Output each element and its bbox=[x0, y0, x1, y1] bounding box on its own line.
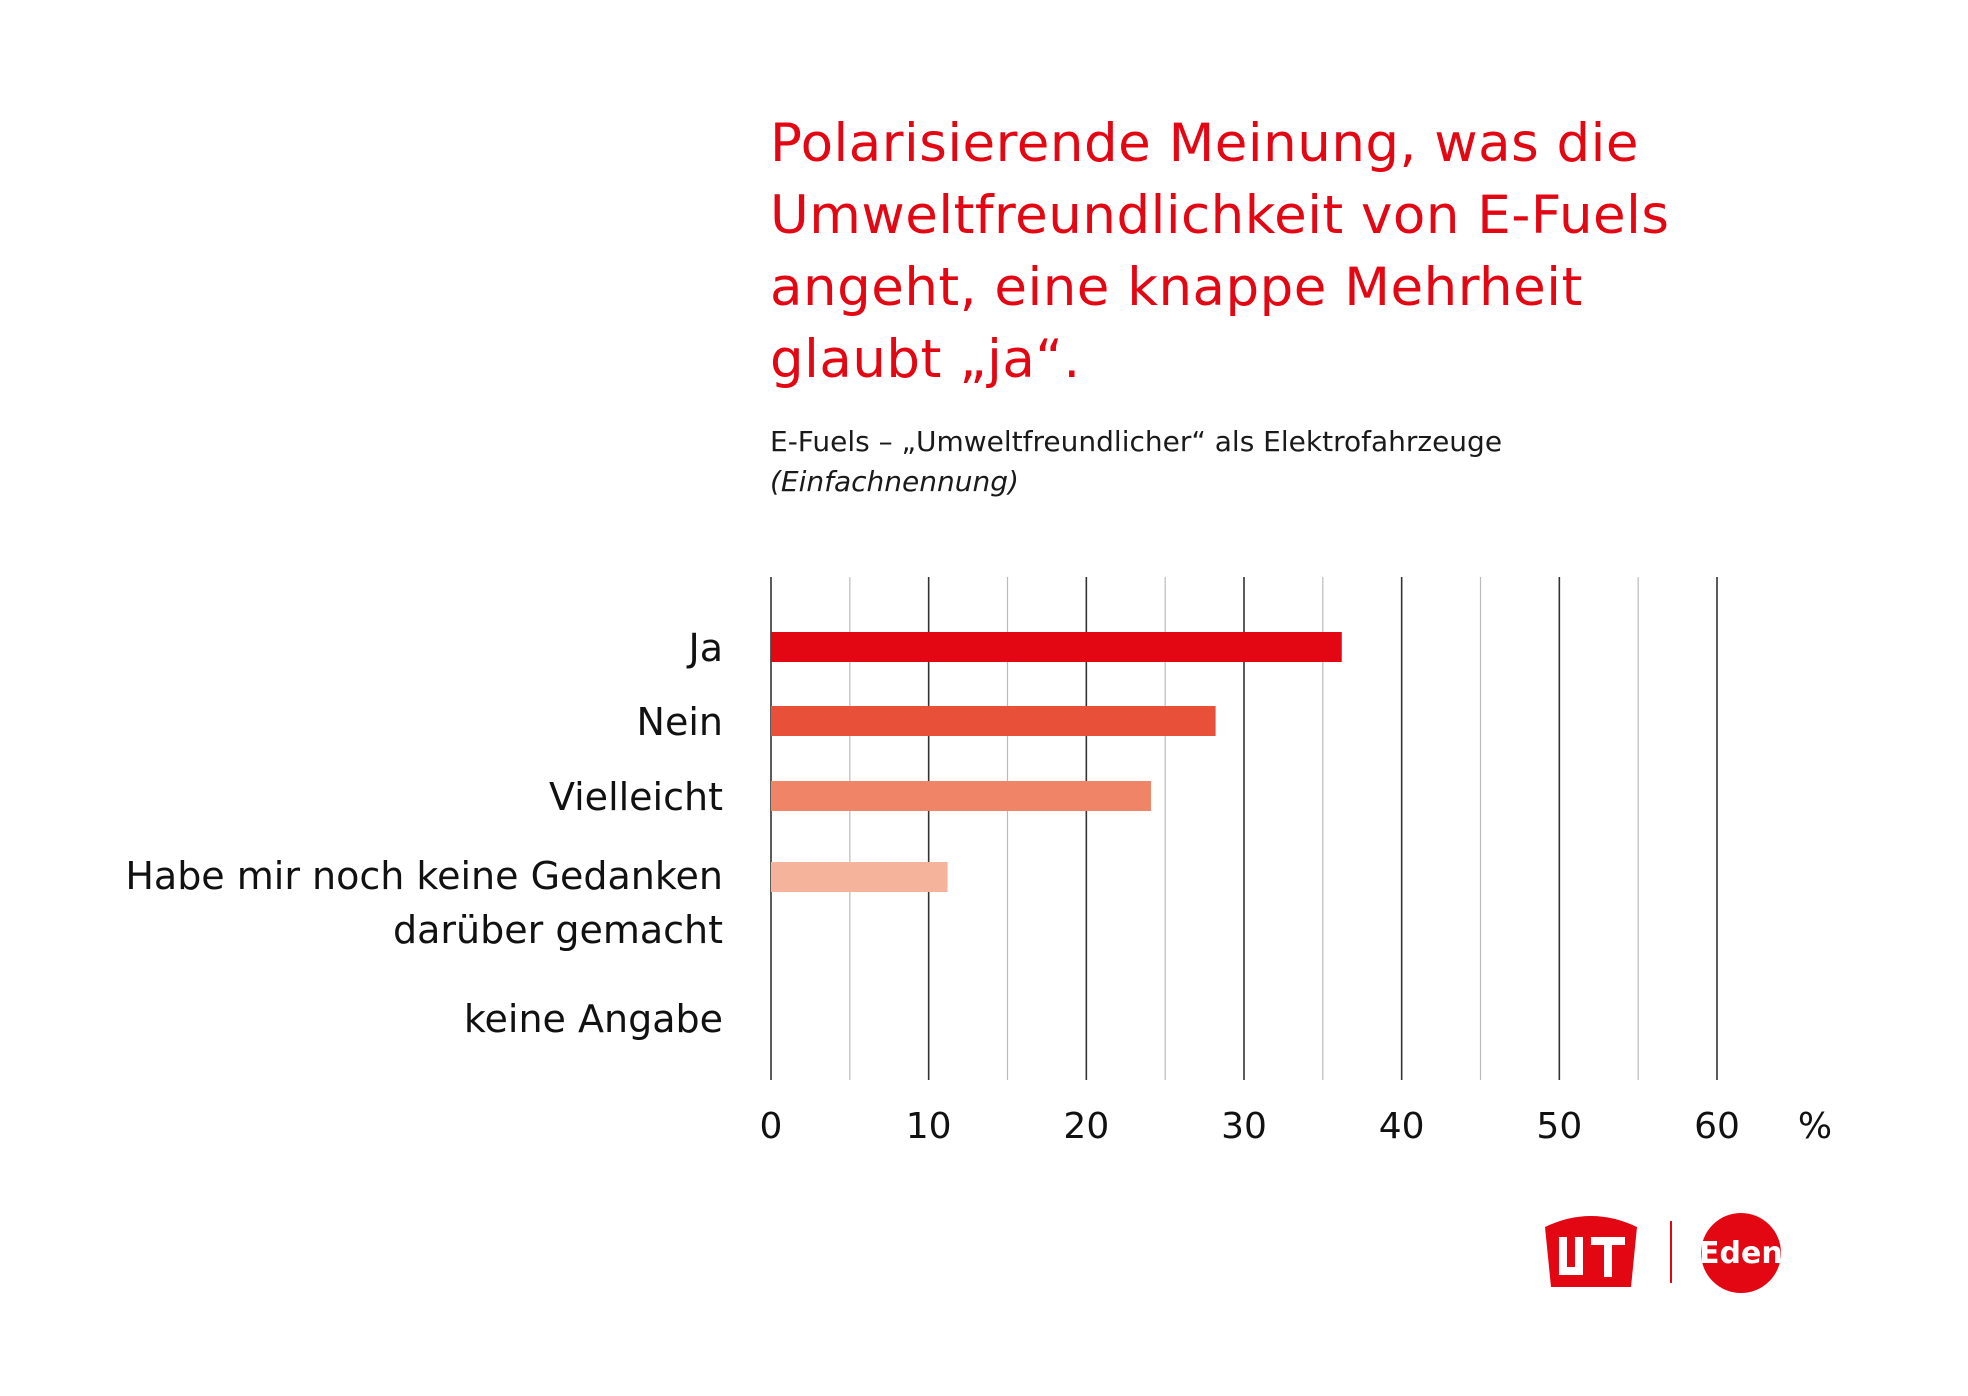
chart-title: Polarisierende Meinung, was die Umweltfr… bbox=[770, 108, 1770, 396]
category-label: keine Angabe bbox=[464, 997, 723, 1041]
x-unit-label: % bbox=[1798, 1106, 1832, 1147]
title-line: angeht, eine knappe Mehrheit bbox=[770, 257, 1583, 318]
x-tick-label: 30 bbox=[1221, 1106, 1267, 1147]
chart-subtitle: E-Fuels – „Umweltfreundlicher“ als Elekt… bbox=[770, 422, 1502, 502]
uta-logo-icon bbox=[1545, 1216, 1637, 1287]
bar bbox=[771, 862, 948, 892]
title-line: Umweltfreundlichkeit von E-Fuels bbox=[770, 185, 1670, 246]
logo-divider bbox=[1670, 1221, 1672, 1283]
title-line: Polarisierende Meinung, was die bbox=[770, 113, 1640, 174]
bar bbox=[771, 632, 1342, 662]
bar bbox=[771, 781, 1151, 811]
x-tick-label: 50 bbox=[1536, 1106, 1582, 1147]
category-label: darüber gemacht bbox=[393, 908, 723, 952]
x-tick-label: 10 bbox=[906, 1106, 952, 1147]
bar bbox=[771, 706, 1216, 736]
edenred-logo-text: Edenred bbox=[1699, 1236, 1835, 1271]
brand-logos: Edenred bbox=[1545, 1213, 1835, 1293]
category-label: Habe mir noch keine Gedanken bbox=[125, 854, 723, 898]
edenred-logo-icon: Edenred bbox=[1699, 1213, 1835, 1293]
title-line: glaubt „ja“. bbox=[770, 329, 1081, 390]
category-label: Vielleicht bbox=[549, 775, 723, 819]
subtitle-text: E-Fuels – „Umweltfreundlicher“ als Elekt… bbox=[770, 425, 1503, 458]
x-tick-label: 0 bbox=[760, 1106, 783, 1147]
category-label: Ja bbox=[687, 626, 724, 670]
x-tick-label: 20 bbox=[1063, 1106, 1109, 1147]
category-label: Nein bbox=[637, 700, 723, 744]
x-tick-label: 60 bbox=[1694, 1106, 1740, 1147]
subtitle-note: (Einfachnennung) bbox=[770, 465, 1019, 498]
x-tick-label: 40 bbox=[1379, 1106, 1425, 1147]
